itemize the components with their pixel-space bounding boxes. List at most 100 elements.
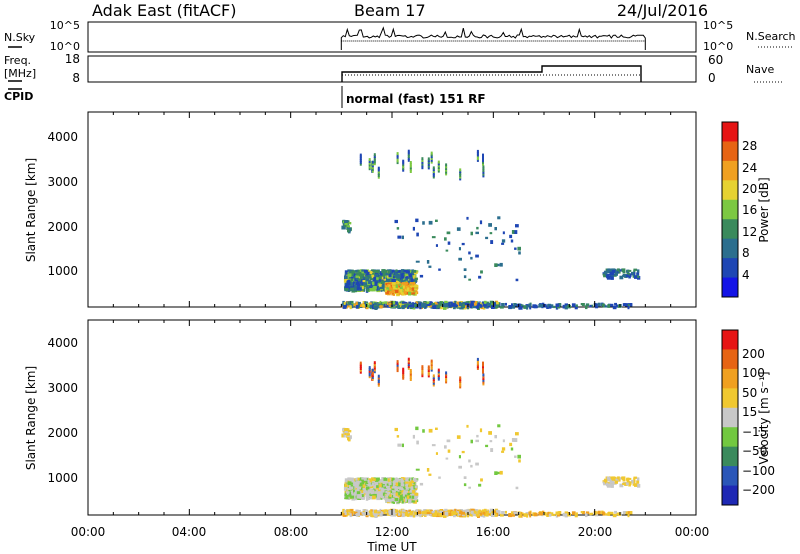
colorbar-swatch	[722, 427, 738, 448]
velocity-cell	[407, 511, 410, 515]
velocity-cell	[461, 513, 465, 517]
power-cell	[391, 269, 395, 273]
power-cell	[475, 254, 479, 258]
velocity-cell	[482, 367, 484, 370]
velocity-cell	[400, 481, 404, 485]
velocity-cell	[458, 465, 462, 469]
velocity-cell	[609, 479, 613, 484]
velocity-cell	[377, 374, 380, 378]
power-cell	[394, 272, 399, 276]
power-cell	[380, 287, 383, 291]
power-cell	[438, 268, 441, 271]
velocity-cell	[400, 478, 404, 481]
velocity-cell	[430, 359, 433, 363]
velocity-cell	[428, 473, 432, 476]
velocity-cell	[371, 482, 375, 487]
power-cell	[399, 289, 403, 293]
velocity-cell	[443, 514, 447, 518]
power-cell	[403, 274, 406, 277]
velocity-cell	[415, 426, 419, 431]
power-cbar-tick-16: 16	[742, 203, 757, 217]
velocity-cell	[374, 478, 377, 481]
power-cell	[625, 274, 629, 278]
velocity-cell	[446, 509, 451, 513]
velocity-cell	[564, 511, 568, 516]
power-cell	[347, 269, 351, 272]
power-cell	[377, 302, 380, 305]
power-cell	[609, 274, 614, 278]
velocity-cell	[476, 361, 479, 365]
velocity-cell	[636, 477, 640, 481]
velocity-cell	[372, 478, 377, 481]
colorbar-swatch	[722, 122, 738, 142]
power-cell	[396, 152, 399, 156]
velocity-cell	[458, 455, 461, 459]
power-cell	[468, 251, 471, 255]
velocity-cell	[355, 482, 359, 486]
velocity-cell	[384, 509, 388, 512]
power-cell	[459, 172, 462, 175]
power-cell	[372, 270, 377, 273]
velocity-cell	[412, 434, 415, 439]
velocity-cell	[377, 511, 381, 514]
power-cell	[462, 301, 465, 305]
power-cell	[446, 231, 451, 235]
power-cell	[392, 282, 396, 285]
power-cell	[359, 162, 362, 166]
power-cell	[409, 161, 412, 164]
velocity-cell	[468, 459, 471, 463]
velocity-cell	[383, 485, 386, 489]
power-cell	[374, 302, 377, 306]
power-cell	[482, 301, 486, 304]
power-cell	[368, 274, 372, 279]
velocity-cell	[373, 364, 376, 368]
power-cell	[359, 287, 362, 291]
power-cell	[612, 305, 617, 310]
colorbar-swatch	[722, 466, 738, 487]
velocity-cell	[409, 490, 412, 495]
power-cell	[414, 288, 418, 291]
power-cell	[373, 160, 376, 164]
power-cell	[341, 303, 346, 306]
power-cell	[409, 282, 412, 287]
velocity-cell	[493, 510, 496, 514]
velocity-cell	[347, 513, 351, 516]
velocity-cell	[461, 450, 465, 454]
velocity-cell	[385, 488, 390, 492]
power-cell	[377, 272, 381, 275]
power-cell	[445, 167, 448, 170]
velocity-cell	[414, 496, 418, 499]
velocity-cell	[403, 495, 407, 500]
power-cell	[463, 275, 467, 279]
velocity-cell	[482, 370, 484, 374]
velocity-cell	[428, 428, 433, 433]
power-cell	[377, 279, 381, 283]
velocity-cell	[377, 380, 380, 384]
velocity-y-tick-3000: 3000	[47, 381, 78, 395]
x-axis-label: Time UT	[366, 540, 417, 554]
power-cell	[371, 167, 374, 171]
velocity-cell	[349, 513, 352, 518]
power-cell	[476, 153, 479, 157]
power-cell	[406, 276, 409, 279]
power-cell	[437, 166, 440, 169]
velocity-y-tick-2000: 2000	[47, 426, 78, 440]
velocity-cell	[409, 374, 412, 378]
power-cell	[475, 305, 479, 309]
velocity-cell	[402, 480, 405, 485]
power-cell	[421, 157, 424, 161]
velocity-cell	[396, 363, 399, 367]
power-cell	[397, 303, 401, 306]
velocity-cell	[541, 510, 545, 515]
velocity-cell	[353, 489, 356, 494]
velocity-cell	[380, 488, 385, 493]
power-cell	[629, 273, 632, 278]
velocity-cell	[407, 366, 410, 370]
velocity-cell	[459, 380, 462, 383]
power-cell	[419, 305, 422, 310]
velocity-cell	[478, 483, 482, 487]
velocity-cell	[574, 513, 578, 518]
velocity-cell	[511, 511, 513, 515]
velocity-cell	[610, 484, 614, 488]
colorbar-swatch	[722, 388, 738, 409]
